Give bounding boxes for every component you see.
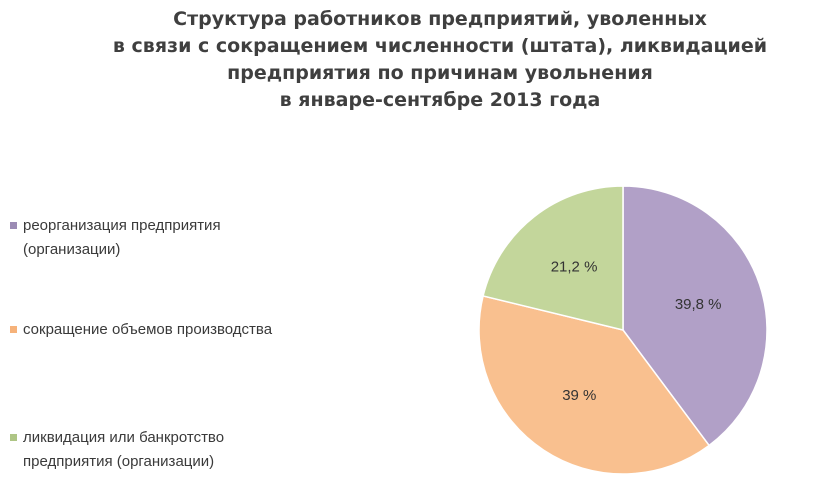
legend-swatch-production [10, 326, 17, 333]
legend: реорганизация предприятия (организации) [10, 214, 340, 262]
legend-label-liquidation-line-1: ликвидация или банкротство [23, 429, 225, 446]
legend-item-liquidation-wrap: ликвидация или банкротство предприятия (… [10, 426, 340, 474]
legend-item-production: сокращение объемов производства [10, 318, 340, 342]
chart-title: Структура работников предприятий, уволен… [60, 6, 814, 114]
pie-label-reorganization: 39,8 % [675, 296, 722, 313]
legend-label-reorganization-line-1: реорганизация предприятия [23, 217, 221, 234]
legend-label-reorganization: реорганизация предприятия (организации) [23, 214, 221, 262]
chart-title-line-1: Структура работников предприятий, уволен… [173, 8, 707, 30]
legend-item-reorganization: реорганизация предприятия (организации) [10, 214, 340, 262]
legend-item-liquidation: ликвидация или банкротство предприятия (… [10, 426, 340, 474]
pie-chart: 39,8 % 39 % 21,2 % [478, 185, 768, 475]
chart-title-line-3: предприятия по причинам увольнения [227, 62, 653, 84]
pie-label-production: 39 % [562, 387, 596, 404]
legend-label-liquidation-line-2: предприятия (организации) [23, 453, 215, 470]
chart-title-line-4: в январе-сентябре 2013 года [279, 89, 601, 111]
pie-label-liquidation: 21,2 % [551, 259, 598, 276]
pie-slice-production [478, 295, 711, 475]
legend-swatch-reorganization [10, 222, 17, 229]
legend-swatch-liquidation [10, 434, 17, 441]
legend-label-production: сокращение объемов производства [23, 321, 273, 338]
pie-slice-reorganization [622, 185, 768, 447]
chart-title-line-2: в связи с сокращением численности (штата… [112, 35, 768, 57]
legend-label-reorganization-line-2: (организации) [23, 241, 121, 258]
legend-label-liquidation: ликвидация или банкротство предприятия (… [23, 426, 224, 474]
legend-item-production-wrap: сокращение объемов производства [10, 318, 340, 342]
pie-slice-liquidation [482, 185, 624, 331]
